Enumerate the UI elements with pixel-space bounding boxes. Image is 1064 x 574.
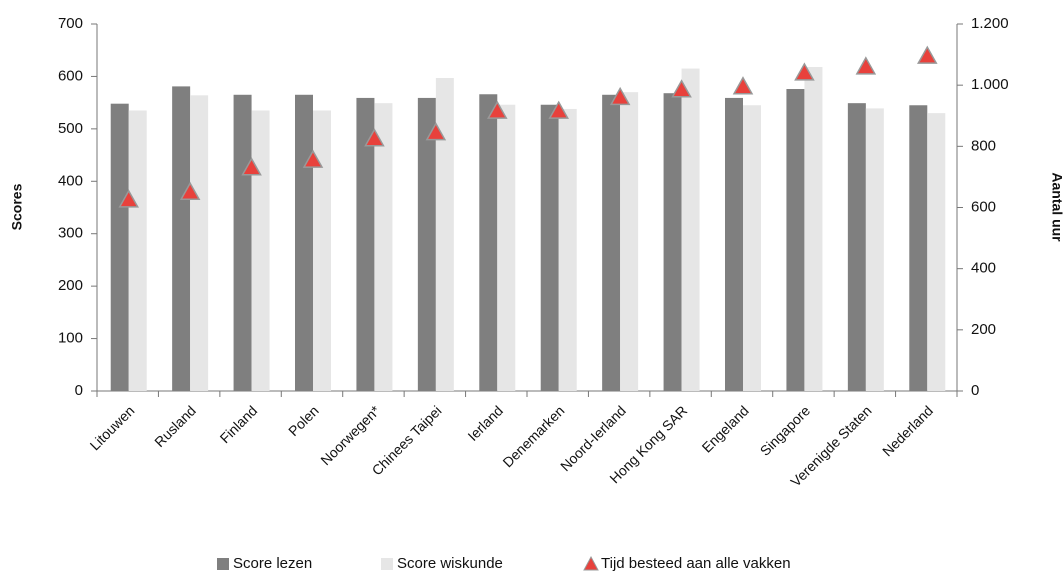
bar <box>497 104 516 392</box>
x-tick-label: Nederland <box>879 402 936 459</box>
legend-label: Score wiskunde <box>397 555 503 572</box>
bar <box>663 93 682 391</box>
bar <box>356 97 375 391</box>
bar <box>620 92 639 392</box>
y-tick-label: 400 <box>58 172 83 189</box>
y2-axis-title: Aantal uur <box>1049 172 1064 242</box>
marker <box>609 86 631 106</box>
y2-tick-label: 400 <box>971 260 996 277</box>
bar <box>295 94 313 392</box>
bar <box>110 103 129 391</box>
bar <box>927 113 946 391</box>
bar <box>865 108 884 391</box>
bar <box>417 97 436 391</box>
marker <box>794 62 815 81</box>
bar <box>540 104 559 392</box>
legend-label: Tijd besteed aan alle vakken <box>601 555 791 572</box>
y2-tick-label: 1.200 <box>971 15 1009 32</box>
y2-tick-label: 600 <box>971 198 996 215</box>
marker <box>179 181 201 200</box>
y-tick-label: 100 <box>58 330 83 347</box>
legend-swatch <box>381 558 393 570</box>
marker <box>302 149 324 168</box>
x-tick-label: Denemarken <box>499 402 567 470</box>
y2-tick-label: 800 <box>971 137 996 154</box>
x-tick-label: Litouwen <box>87 402 138 453</box>
bar <box>602 94 621 392</box>
marker <box>732 76 754 95</box>
bar <box>374 103 393 391</box>
y-tick-label: 600 <box>58 67 83 84</box>
bar <box>313 110 331 391</box>
bar <box>743 105 761 391</box>
marker <box>241 157 262 176</box>
marker <box>425 122 447 141</box>
marker <box>548 100 569 119</box>
y-tick-label: 0 <box>75 382 83 399</box>
y-axis-title: Scores <box>9 183 25 230</box>
y-tick-label: 500 <box>58 120 83 137</box>
x-tick-label: Ierland <box>464 402 506 444</box>
bar <box>190 95 209 391</box>
bar <box>558 108 577 391</box>
bar <box>847 103 866 391</box>
marker <box>855 56 877 75</box>
x-tick-label: Noorwegen* <box>317 402 383 468</box>
x-tick-label: Singapore <box>757 402 814 459</box>
y-tick-label: 300 <box>58 225 83 242</box>
bar <box>681 68 700 392</box>
marker <box>671 79 692 98</box>
y2-tick-label: 1.000 <box>971 76 1009 93</box>
bar <box>725 97 743 391</box>
legend-swatch <box>217 558 229 570</box>
legend-label: Score lezen <box>233 555 312 572</box>
bar <box>435 78 454 391</box>
bar <box>251 110 270 391</box>
bar <box>233 94 252 392</box>
y-tick-label: 700 <box>58 15 83 32</box>
bar <box>128 110 147 391</box>
bar <box>804 66 823 392</box>
marker <box>364 128 385 147</box>
marker <box>118 189 139 208</box>
x-tick-label: Rusland <box>151 402 199 450</box>
y2-tick-label: 200 <box>971 321 996 338</box>
y-tick-label: 200 <box>58 277 83 294</box>
marker <box>917 45 938 64</box>
marker <box>487 100 508 119</box>
x-tick-label: Finland <box>217 402 261 446</box>
legend-marker <box>583 555 599 571</box>
bar <box>479 94 498 392</box>
bar <box>172 86 191 391</box>
bar <box>909 105 928 391</box>
x-tick-label: Engeland <box>699 402 752 455</box>
x-tick-label: Polen <box>285 402 322 439</box>
bar <box>786 89 805 392</box>
y2-tick-label: 0 <box>971 382 979 399</box>
